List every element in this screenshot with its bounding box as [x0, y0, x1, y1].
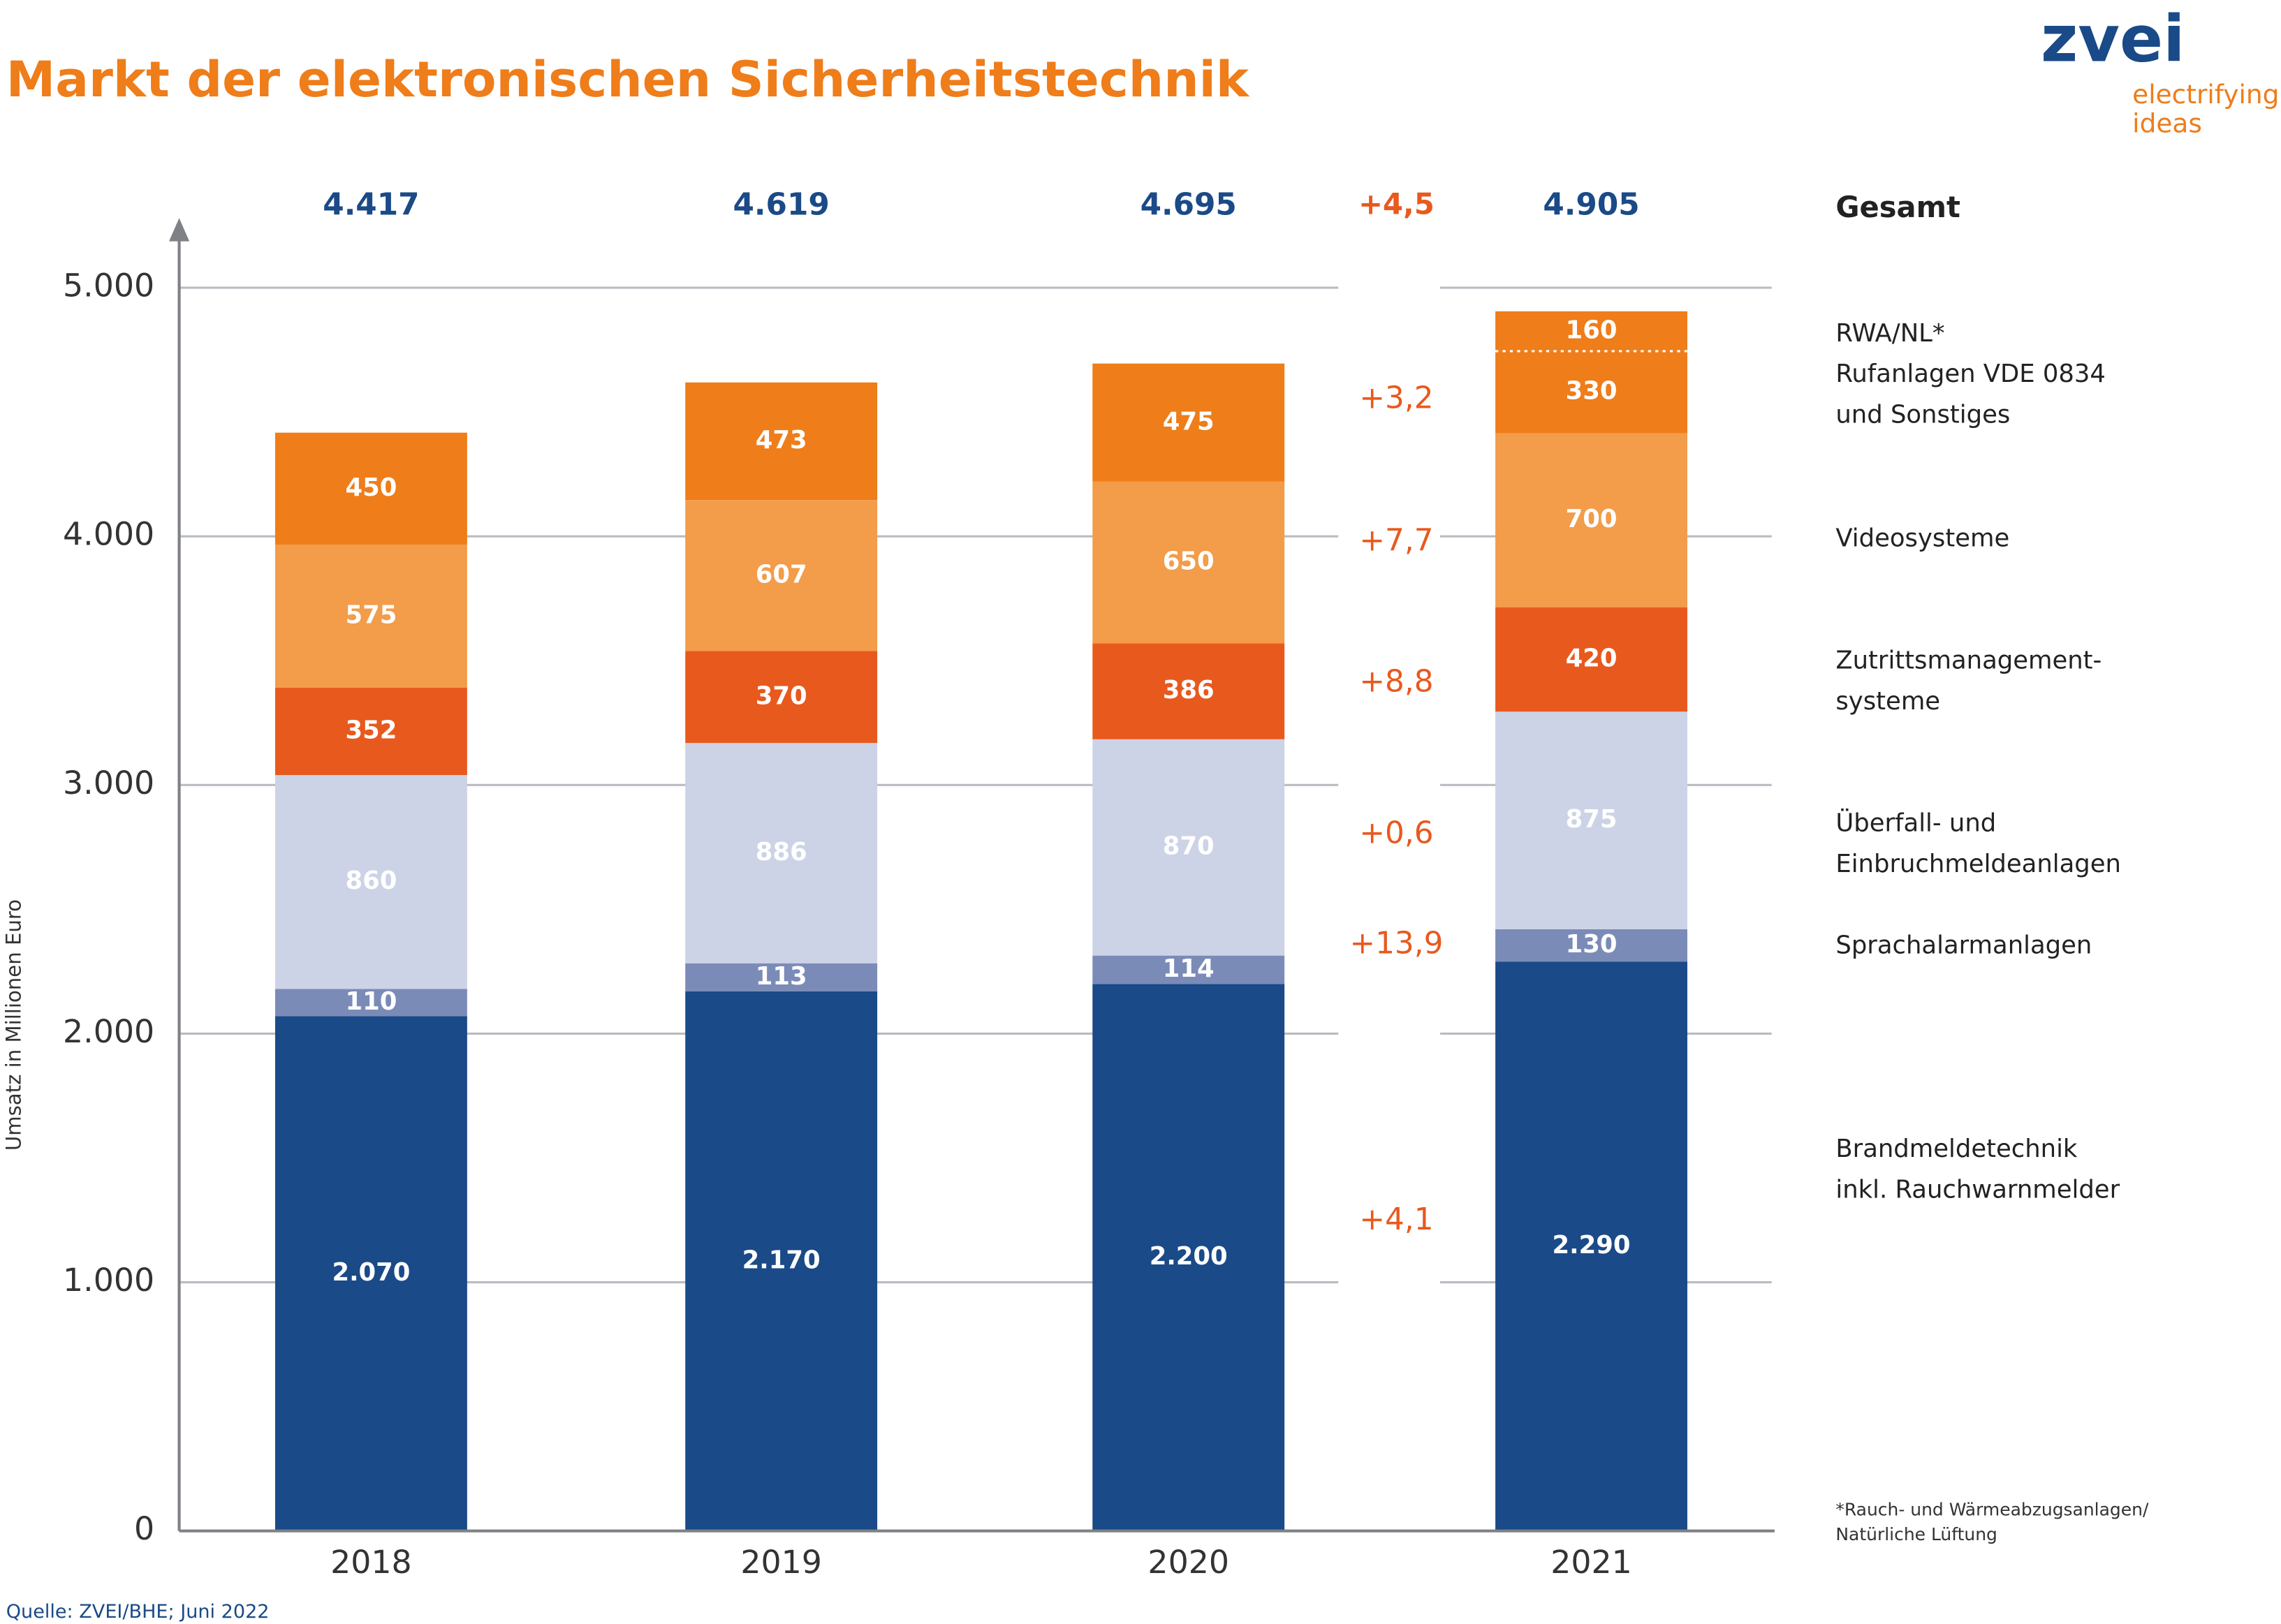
- total-label: 4.619: [733, 187, 830, 223]
- growth-label: +7,7: [1359, 523, 1433, 559]
- bar-segment: [685, 743, 878, 964]
- x-tick-label: 2018: [330, 1543, 412, 1581]
- bar-segment: [274, 432, 467, 545]
- y-axis-arrow: [168, 218, 190, 242]
- logo-tagline: electrifying: [2132, 79, 2279, 110]
- data-label: 2.070: [332, 1258, 410, 1287]
- data-label: 2.200: [1150, 1242, 1228, 1271]
- chart-title: Markt der elektronischen Sicherheitstech…: [6, 50, 1250, 108]
- legend-label: Überfall- und: [1835, 809, 1996, 838]
- data-label: 2.290: [1553, 1231, 1631, 1260]
- growth-label: +4,1: [1359, 1202, 1433, 1237]
- logo: zvei: [2041, 1, 2185, 76]
- bar-segment: [1495, 433, 1687, 607]
- legend-label: Einbruchmeldeanlagen: [1835, 850, 2121, 878]
- y-tick-label: 5.000: [63, 267, 154, 304]
- logo-tagline: ideas: [2132, 108, 2202, 139]
- data-label: 420: [1566, 644, 1618, 672]
- y-tick-label: 1.000: [63, 1261, 154, 1299]
- data-label: 110: [345, 987, 397, 1016]
- bar-segment: [1495, 961, 1687, 1531]
- bar-segment: [274, 775, 467, 989]
- bar-segment: [1495, 350, 1687, 434]
- bar-segment: [685, 651, 878, 744]
- bar-segment: [1092, 643, 1285, 739]
- growth-label: +8,8: [1359, 664, 1433, 700]
- x-tick-label: 2019: [740, 1543, 822, 1581]
- growth-label: +13,9: [1350, 926, 1444, 961]
- bar-segment: [1092, 363, 1285, 482]
- bar-segment: [685, 500, 878, 651]
- data-label: 886: [756, 838, 807, 866]
- bar-segment: [685, 382, 878, 501]
- y-axis-label: Umsatz in Millionen Euro: [1, 899, 25, 1151]
- total-growth: +4,5: [1358, 187, 1435, 221]
- y-tick-label: 3.000: [63, 764, 154, 802]
- bar-segment: [274, 1016, 467, 1531]
- source: Quelle: ZVEI/BHE; Juni 2022: [6, 1601, 270, 1623]
- totals-header: Gesamt: [1835, 190, 1960, 224]
- data-label: 870: [1163, 832, 1215, 861]
- data-label: 607: [756, 560, 807, 589]
- data-label: 114: [1163, 954, 1215, 983]
- data-label: 575: [345, 600, 397, 629]
- bar-segment: [685, 963, 878, 991]
- x-tick-label: 2020: [1147, 1543, 1229, 1581]
- data-label: 370: [756, 681, 807, 710]
- data-label: 450: [345, 473, 397, 502]
- data-label: 160: [1566, 316, 1618, 344]
- data-label: 875: [1566, 805, 1618, 834]
- data-label: 2.170: [742, 1246, 821, 1274]
- data-label: 650: [1163, 547, 1215, 576]
- bar-segment: [1092, 481, 1285, 644]
- data-label: 860: [345, 866, 397, 895]
- legend-label: RWA/NL*: [1835, 319, 1944, 348]
- bar-segment: [1495, 711, 1687, 929]
- y-tick-label: 4.000: [63, 515, 154, 553]
- data-label: 330: [1566, 377, 1618, 406]
- legend-label: Rufanlagen VDE 0834: [1835, 360, 2106, 388]
- footnote: Natürliche Lüftung: [1835, 1524, 1997, 1544]
- bar-segment: [1092, 955, 1285, 984]
- bar-segment: [274, 989, 467, 1017]
- data-label: 475: [1163, 407, 1215, 436]
- total-label: 4.905: [1543, 187, 1639, 223]
- data-label: 386: [1163, 676, 1215, 704]
- bar-segment: [1092, 739, 1285, 956]
- bar-segment: [274, 687, 467, 776]
- data-label: 352: [345, 716, 397, 744]
- bar-segment: [1495, 311, 1687, 351]
- footnote: *Rauch- und Wärmeabzugsanlagen/: [1835, 1500, 2149, 1520]
- bar-segment: [1495, 929, 1687, 962]
- legend-label: Videosysteme: [1835, 524, 2009, 553]
- y-tick-label: 0: [134, 1509, 154, 1547]
- legend-label: inkl. Rauchwarnmelder: [1835, 1175, 2120, 1204]
- legend-label: Zutrittsmanagement-: [1835, 646, 2102, 674]
- legend-label: Sprachalarmanlagen: [1835, 931, 2092, 960]
- data-label: 700: [1566, 505, 1618, 533]
- data-label: 113: [756, 962, 807, 991]
- total-label: 4.695: [1140, 187, 1237, 223]
- total-label: 4.417: [323, 187, 419, 223]
- bar-segment: [274, 544, 467, 688]
- growth-label: +3,2: [1359, 381, 1433, 416]
- bar-segment: [1495, 607, 1687, 712]
- bar-segment: [685, 991, 878, 1531]
- data-label: 473: [756, 426, 807, 455]
- legend-label: und Sonstiges: [1835, 401, 2010, 429]
- x-tick-label: 2021: [1550, 1543, 1632, 1581]
- data-label: 130: [1566, 930, 1618, 959]
- growth-label: +0,6: [1359, 815, 1433, 850]
- bar-segment: [1092, 984, 1285, 1531]
- legend-label: Brandmeldetechnik: [1835, 1135, 2078, 1163]
- y-tick-label: 2.000: [63, 1012, 154, 1050]
- legend-label: systeme: [1835, 687, 1940, 716]
